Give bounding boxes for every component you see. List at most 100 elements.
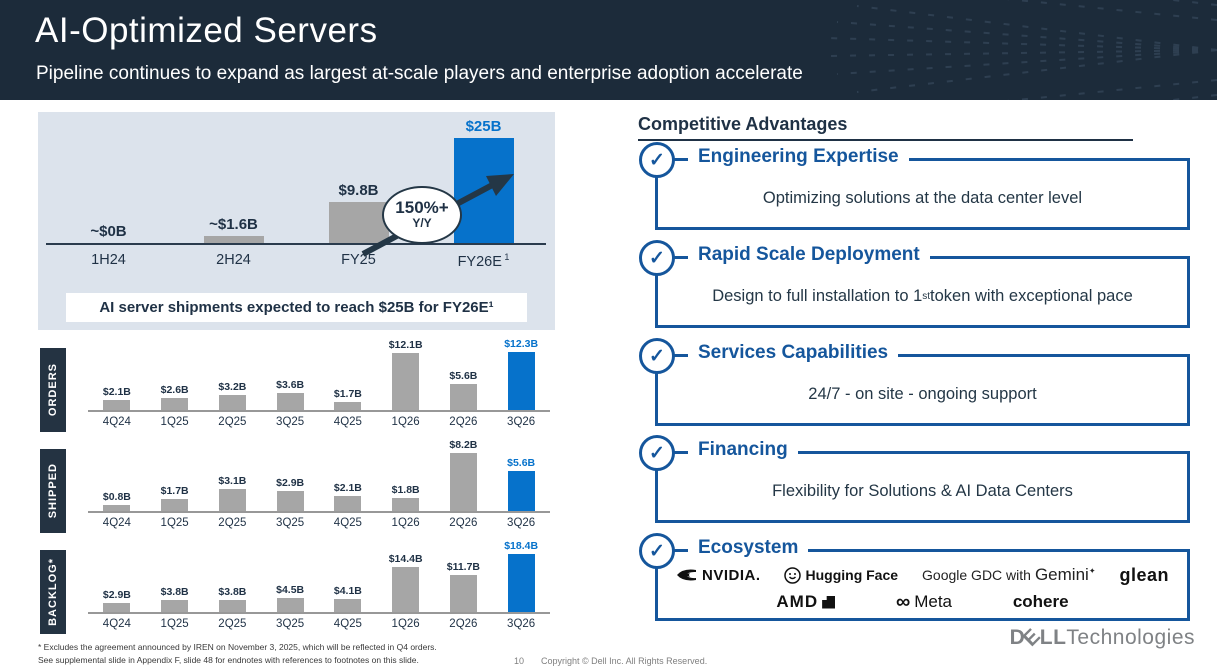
- x-axis-tick-label: 1Q25: [160, 618, 189, 630]
- advantage-rapid-scale-deployment: ✓ Rapid Scale Deployment Design to full …: [639, 240, 1190, 328]
- bar: [276, 597, 304, 612]
- body-text: token with exceptional pace: [930, 286, 1133, 305]
- advantage-services-capabilities: ✓ Services Capabilities 24/7 - on site -…: [639, 338, 1190, 426]
- bar-value-label: $3.8B: [160, 586, 189, 598]
- check-circle-icon: ✓: [639, 142, 675, 178]
- bar: [276, 393, 304, 410]
- bar-value-label: $12.1B: [388, 338, 423, 351]
- check-circle-icon: ✓: [639, 435, 675, 471]
- yoy-growth-label: Y/Y: [412, 216, 432, 231]
- bar-value-label: $11.7B: [446, 561, 481, 574]
- dell-logo-technologies: Technologies: [1066, 626, 1195, 649]
- bar-column: $8.2B: [435, 439, 493, 511]
- copyright-text: Copyright © Dell Inc. All Rights Reserve…: [541, 656, 708, 666]
- bar: [328, 201, 389, 243]
- bar-value-label: $3.6B: [276, 379, 305, 391]
- x-axis-tick-label: 4Q25: [333, 618, 362, 630]
- advantage-ecosystem: ✓ Ecosystem NVIDIA. Hugging Face Google …: [639, 533, 1190, 621]
- x-axis-tick-label: 1Q26: [391, 618, 420, 630]
- bar-column: $12.1B: [377, 339, 435, 410]
- bar-column: $2.6B: [146, 384, 204, 410]
- advantage-financing: ✓ Financing Flexibility for Solutions & …: [639, 435, 1190, 523]
- advantage-title: Financing: [688, 439, 798, 461]
- bar-column: $0.8B: [88, 491, 146, 511]
- bar-value-label: $2.6B: [160, 383, 189, 396]
- bar-value-label: $2.1B: [102, 386, 131, 399]
- bar-value-label: $3.1B: [218, 475, 247, 488]
- orders-label-text: ORDERS: [47, 363, 59, 417]
- ordinal-superscript: st: [922, 290, 931, 302]
- bar-column: $3.1B: [204, 475, 262, 511]
- bar-column: $3.8B: [204, 586, 262, 612]
- footnote-appendix: See supplemental slide in Appendix F, sl…: [38, 655, 419, 665]
- dell-technologies-logo: DELLTechnologies: [1010, 624, 1195, 651]
- x-axis-tick-label: 1Q26: [391, 416, 420, 428]
- bar-value-label: $0.8B: [102, 491, 131, 504]
- dell-logo-ll: LL: [1039, 626, 1067, 649]
- orders-chart-bars: $2.1B $2.6B $3.2B $3.6B $1.7B $12.1B $5.6B $12.…: [88, 338, 550, 412]
- bar-column: $2.9B: [88, 589, 146, 612]
- meta-infinity-icon: ∞: [895, 590, 911, 613]
- bar: [449, 383, 477, 410]
- gemini-wordmark: Gemini✦: [1035, 565, 1096, 585]
- bar-column: $3.8B: [146, 586, 204, 612]
- x-axis-tick-label: 1H24: [91, 252, 126, 268]
- x-axis-tick-label: 3Q25: [276, 517, 305, 529]
- backlog-chart-x-axis: 4Q24 1Q25 2Q25 3Q25 4Q25 1Q26 2Q26 3Q26: [88, 618, 550, 630]
- glean-wordmark: glean: [1119, 564, 1169, 585]
- x-axis-tick-label: FY25: [341, 252, 376, 268]
- x-axis-tick-label: 3Q25: [276, 618, 305, 630]
- x-axis-tick-label: 4Q24: [102, 517, 131, 529]
- ecosystem-logos: NVIDIA. Hugging Face Google GDC with Gem…: [658, 552, 1187, 618]
- bar: [507, 352, 535, 410]
- yoy-growth-callout: 150%+ Y/Y: [382, 186, 462, 244]
- bar-column: $4.1B: [319, 585, 377, 612]
- x-axis-tick-label: 2H24: [216, 252, 251, 268]
- bar-value-label: $1.7B: [160, 485, 189, 497]
- competitive-advantages-heading: Competitive Advantages: [638, 114, 848, 134]
- bar: [392, 566, 420, 612]
- yoy-growth-value: 150%+: [395, 198, 449, 218]
- tick-superscript: 1: [501, 252, 510, 262]
- bar-value-label: $5.6B: [507, 457, 536, 470]
- bar-column: $2.1B: [88, 386, 146, 410]
- page-number: 10: [514, 656, 525, 666]
- backlog-label-text: BACKLOG*: [47, 558, 59, 626]
- google-gdc-text: Google GDC with: [922, 567, 1031, 583]
- bar: [334, 599, 362, 612]
- check-icon: ✓: [649, 345, 665, 367]
- advantage-body: Flexibility for Solutions & AI Data Cent…: [772, 481, 1073, 500]
- hugging-face-wordmark: Hugging Face: [805, 567, 899, 583]
- bar-column: $2.9B: [261, 476, 319, 511]
- bar-column: ~$0B: [46, 223, 171, 243]
- bar: [103, 400, 131, 410]
- bar: [161, 600, 189, 612]
- orders-chart-x-axis: 4Q24 1Q25 2Q25 3Q25 4Q25 1Q26 2Q26 3Q26: [88, 416, 550, 428]
- cohere-wordmark: cohere: [1012, 592, 1069, 611]
- bar-value-label: $25B: [465, 118, 502, 135]
- bar: [507, 554, 535, 612]
- bar-value-label: $2.9B: [276, 476, 305, 489]
- x-axis-tick-label: 2Q26: [449, 618, 478, 630]
- bar-value-label: $14.4B: [388, 552, 423, 565]
- x-axis-tick-label: FY26E 1: [457, 252, 510, 270]
- advantage-title: Engineering Expertise: [688, 146, 909, 168]
- hugging-face-logo: Hugging Face: [784, 566, 899, 584]
- x-axis-tick-label: 3Q26: [507, 416, 536, 428]
- bar: [161, 499, 189, 511]
- bar-column: $18.4B: [492, 540, 550, 612]
- bar-value-label: ~$1.6B: [209, 216, 258, 234]
- bar-column: $1.7B: [146, 485, 204, 511]
- meta-wordmark: Meta: [914, 592, 952, 611]
- orders-chart: ORDERS $2.1B $2.6B $3.2B $3.6B $1.7B $12.1B $5…: [40, 338, 560, 433]
- bar: [103, 505, 131, 511]
- bar: [449, 575, 477, 612]
- shipments-chart-caption: AI server shipments expected to reach $2…: [66, 293, 527, 322]
- advantage-title: Services Capabilities: [688, 342, 899, 364]
- bar-column: $9.8B: [296, 182, 421, 243]
- backlog-chart-row-label: BACKLOG*: [40, 550, 66, 634]
- backlog-chart: BACKLOG* $2.9B $3.8B $3.8B $4.5B $4.1B $14.4B…: [40, 540, 560, 635]
- bar-column: $11.7B: [435, 561, 493, 612]
- body-text: Design to full installation to 1: [712, 286, 923, 305]
